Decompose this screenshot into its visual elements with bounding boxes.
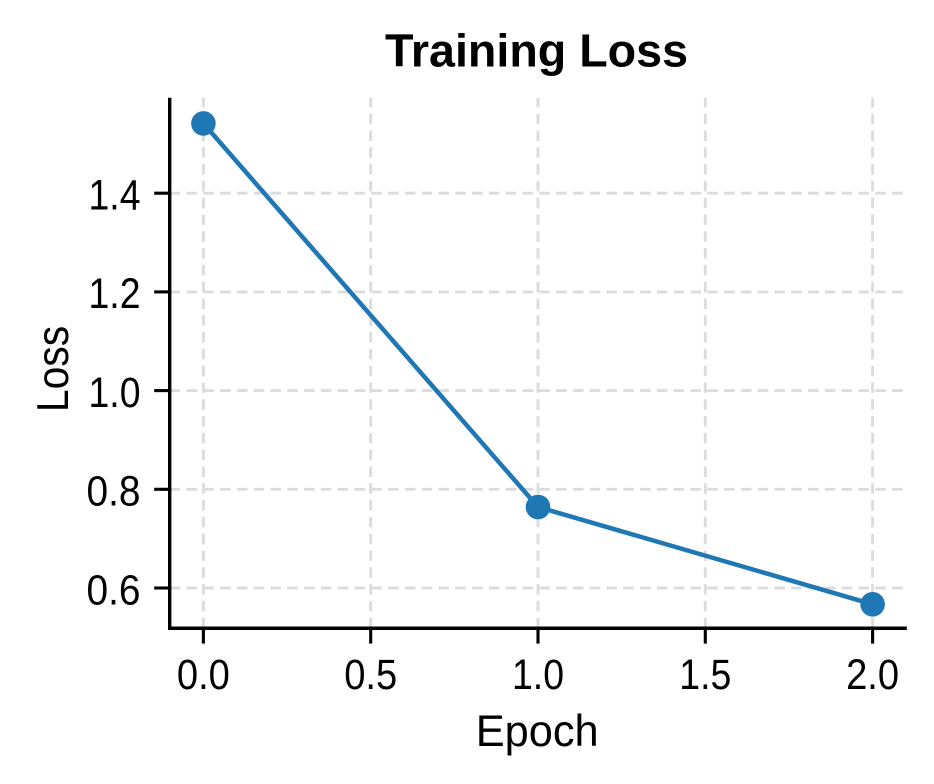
svg-text:0.8: 0.8 bbox=[87, 468, 141, 515]
svg-text:1.5: 1.5 bbox=[679, 651, 731, 698]
svg-text:1.0: 1.0 bbox=[512, 651, 564, 698]
svg-text:1.4: 1.4 bbox=[89, 172, 141, 219]
svg-text:0.5: 0.5 bbox=[344, 651, 397, 698]
svg-text:Epoch: Epoch bbox=[476, 707, 599, 756]
svg-text:1.2: 1.2 bbox=[89, 270, 141, 317]
svg-text:Loss: Loss bbox=[29, 326, 78, 412]
svg-text:Training Loss: Training Loss bbox=[385, 25, 688, 77]
svg-text:0.0: 0.0 bbox=[177, 651, 230, 698]
svg-text:2.0: 2.0 bbox=[846, 651, 899, 698]
svg-text:0.6: 0.6 bbox=[87, 566, 141, 613]
svg-text:1.0: 1.0 bbox=[89, 369, 141, 416]
